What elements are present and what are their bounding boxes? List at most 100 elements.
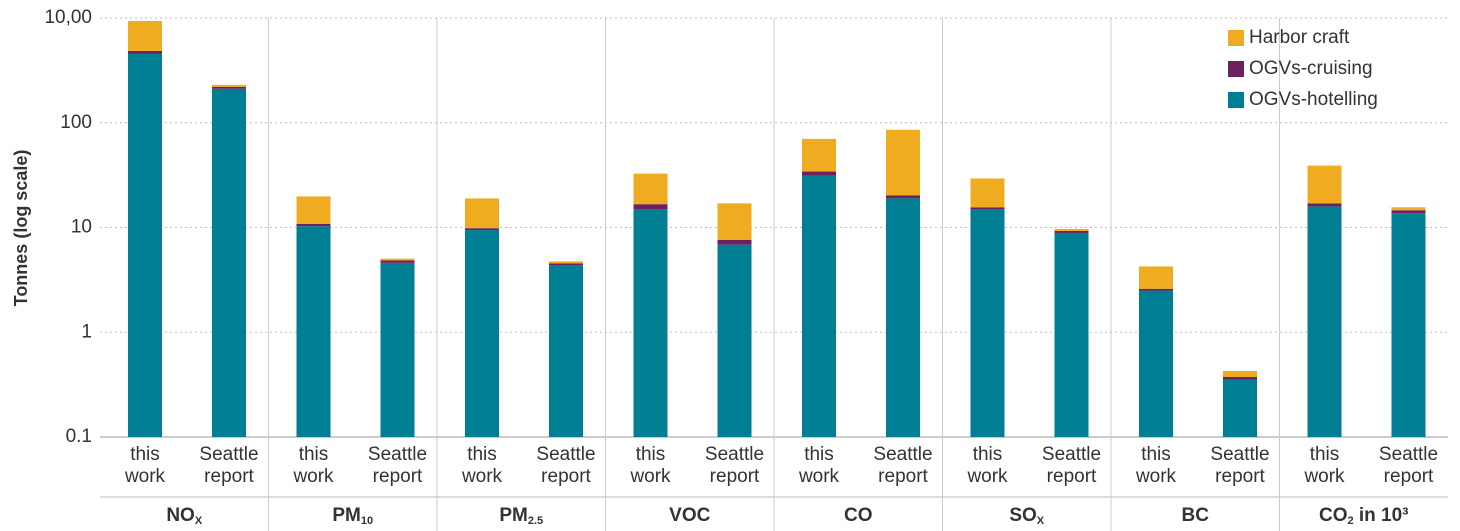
bar-segment: [1054, 230, 1089, 233]
x-tick-label: this work: [966, 444, 1008, 487]
x-tick-label-line: report: [1384, 466, 1434, 487]
x-tick-label-line: work: [966, 466, 1008, 487]
bar-segment: [633, 209, 668, 437]
bar-segment: [1391, 207, 1426, 211]
x-tick-label-line: this: [636, 444, 666, 465]
group-label-main: NO: [166, 505, 195, 526]
bar-segment: [296, 196, 331, 224]
group-label: VOC: [669, 505, 710, 526]
x-tick-label-line: this: [973, 444, 1003, 465]
x-tick-label: this work: [798, 444, 840, 487]
bar-segment: [717, 239, 752, 245]
group-label: CO2 in 10³: [1319, 505, 1409, 527]
x-tick-label-line: report: [878, 466, 928, 487]
group-label-tail: in 10³: [1354, 505, 1409, 526]
group-label: PM2.5: [499, 505, 543, 527]
bar-segment: [1139, 290, 1173, 437]
x-tick-label: Seattle report: [536, 444, 595, 487]
x-tick-label-line: report: [1215, 466, 1265, 487]
bar-segment: [1307, 165, 1342, 204]
x-tick-label: this work: [124, 444, 166, 487]
x-tick-label: Seattle report: [873, 444, 932, 487]
bar-segment: [212, 86, 246, 89]
x-tick-label-line: work: [798, 466, 840, 487]
bar-segment: [886, 198, 920, 437]
y-tick-label: 1: [81, 321, 92, 342]
x-tick-label-line: work: [461, 466, 503, 487]
bar-segment: [296, 223, 331, 227]
legend-swatch: [1228, 61, 1244, 77]
x-tick-label: this work: [1135, 444, 1177, 487]
group-label: PM10: [332, 505, 373, 527]
group-label-main: SO: [1009, 505, 1036, 526]
bar-segment: [549, 261, 583, 264]
bar-segment: [633, 173, 668, 205]
x-tick-label-line: report: [541, 466, 591, 487]
x-tick-label: Seattle report: [1379, 444, 1438, 487]
bar-segment: [1391, 210, 1426, 214]
x-tick-label-line: Seattle: [1210, 444, 1269, 465]
bar-segment: [128, 53, 162, 437]
x-tick-label-line: this: [130, 444, 160, 465]
group-label: NOX: [166, 505, 203, 527]
bar-segment: [717, 244, 752, 437]
bar-segment: [1223, 376, 1257, 380]
group-label: CO: [844, 505, 873, 526]
bar-segment: [549, 265, 583, 437]
x-tick-label: this work: [629, 444, 671, 487]
x-tick-label-line: this: [804, 444, 834, 465]
group-label-sub: X: [1037, 515, 1045, 527]
bar-segment: [1391, 213, 1426, 437]
legend-label: OGVs-hotelling: [1249, 89, 1378, 110]
group-label-main: PM: [332, 505, 361, 526]
bar-segment: [633, 204, 668, 210]
x-tick-label-line: this: [299, 444, 329, 465]
bar-segment: [465, 230, 499, 437]
x-tick-label-line: this: [467, 444, 497, 465]
group-label-sub: 2.5: [528, 515, 543, 527]
bar-segment: [970, 209, 1005, 437]
x-tick-label-line: this: [1310, 444, 1340, 465]
bar-segment: [380, 258, 415, 261]
bar-segment: [802, 138, 836, 172]
legend-swatch: [1228, 92, 1244, 108]
bar-segment: [212, 88, 246, 437]
bar-segment: [296, 226, 331, 437]
bar-segment: [802, 171, 836, 176]
group-label: SOX: [1009, 505, 1044, 527]
legend-swatch: [1228, 30, 1244, 46]
bar-segment: [1054, 229, 1089, 231]
bar-segment: [717, 203, 752, 240]
x-tick-label: this work: [1303, 444, 1345, 487]
y-tick-label: 10,00: [44, 7, 92, 28]
bar-segment: [549, 263, 583, 266]
bar-segment: [1307, 203, 1342, 207]
y-tick-label: 10: [71, 217, 92, 238]
group-label-sub: 10: [361, 515, 373, 527]
group-label-main: CO: [844, 505, 873, 526]
group-label-main: PM: [499, 505, 528, 526]
bar-segment: [465, 198, 499, 229]
group-label-main: BC: [1182, 505, 1210, 526]
x-tick-label-line: Seattle: [873, 444, 932, 465]
x-tick-label-line: Seattle: [536, 444, 595, 465]
x-tick-label: this work: [292, 444, 334, 487]
x-tick-label-line: report: [1047, 466, 1097, 487]
bar-segment: [970, 207, 1005, 210]
bar-segment: [886, 129, 920, 196]
bar-segment: [1054, 232, 1089, 437]
y-axis-label: Tonnes (log scale): [11, 150, 31, 307]
x-tick-label-line: Seattle: [199, 444, 258, 465]
x-tick-label-line: report: [710, 466, 760, 487]
x-tick-label-line: report: [204, 466, 254, 487]
x-tick-label: Seattle report: [199, 444, 258, 487]
bar-segment: [1139, 288, 1173, 291]
group-label: BC: [1182, 505, 1210, 526]
x-tick-label-line: work: [629, 466, 671, 487]
x-tick-label: this work: [461, 444, 503, 487]
x-tick-label-line: this: [1141, 444, 1171, 465]
bar-segment: [380, 262, 415, 437]
bar-segment: [1223, 379, 1257, 437]
bar-segment: [465, 228, 499, 231]
